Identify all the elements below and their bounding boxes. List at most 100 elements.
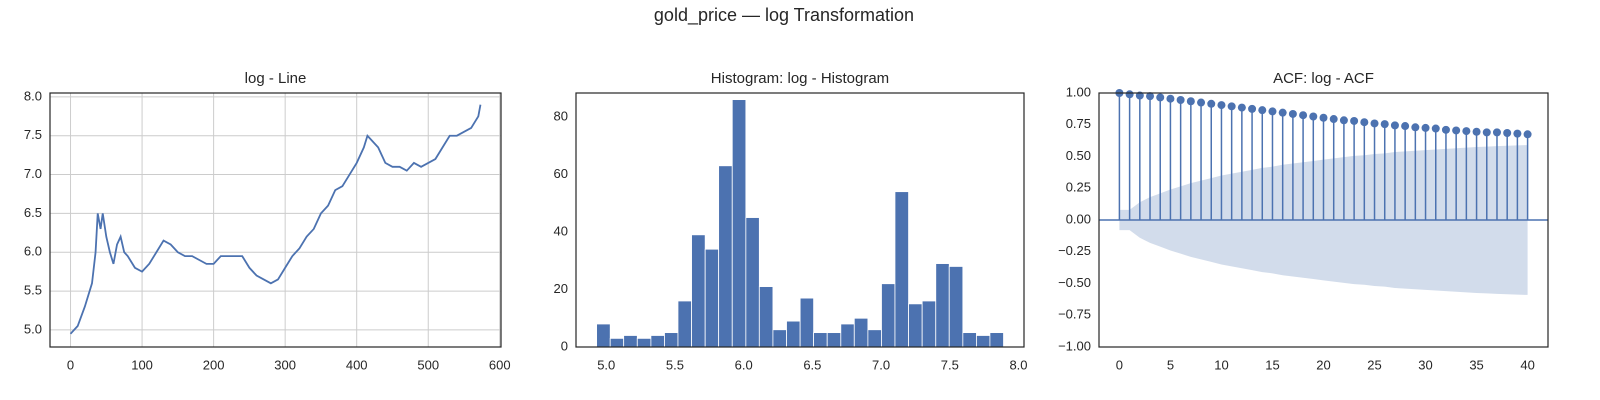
histogram-bar [718, 165, 733, 348]
histogram-bar [691, 234, 706, 348]
histogram-bar [772, 329, 787, 348]
histogram-bar [908, 303, 923, 348]
y-tick-label: 0.25 [1066, 180, 1091, 195]
x-tick-label: 200 [203, 357, 225, 372]
x-tick-label: 7.5 [941, 357, 959, 372]
x-tick-label: 6.5 [803, 357, 821, 372]
y-tick-label: 80 [554, 108, 568, 123]
stem-marker [1492, 128, 1501, 137]
stem-marker [1431, 124, 1440, 133]
stem-marker [1513, 129, 1522, 138]
stem-marker [1319, 113, 1328, 122]
x-tick-label: 5.5 [666, 357, 684, 372]
histogram-bar [881, 283, 896, 348]
histogram-bar [650, 335, 665, 348]
stem-marker [1350, 116, 1359, 125]
stem-marker [1360, 118, 1369, 127]
y-tick-label: 60 [554, 166, 568, 181]
x-tick-label: 500 [417, 357, 439, 372]
line-series [69, 104, 482, 335]
y-tick-label: 7.0 [24, 166, 42, 181]
histogram-bar [962, 332, 977, 348]
stem-marker [1390, 121, 1399, 130]
x-tick-label: 100 [131, 357, 153, 372]
stem-marker [1411, 123, 1420, 132]
stem-marker [1227, 102, 1236, 111]
stem-marker [1370, 119, 1379, 128]
panel-title: Histogram: log - Histogram [711, 70, 889, 87]
x-tick-label: 300 [274, 357, 296, 372]
stem-marker [1176, 95, 1185, 104]
x-tick-label: 40 [1520, 357, 1534, 372]
x-tick-label: 15 [1265, 357, 1279, 372]
stem-marker [1523, 130, 1532, 139]
histogram-bar [813, 332, 828, 348]
histogram-bar [853, 317, 869, 348]
stem-marker [1217, 101, 1226, 110]
y-tick-label: 0.75 [1066, 116, 1091, 131]
x-tick-label: 10 [1214, 357, 1228, 372]
histogram-bar [935, 263, 950, 348]
x-tick-label: 25 [1367, 357, 1381, 372]
x-tick-label: 30 [1418, 357, 1432, 372]
y-tick-label: 6.0 [24, 244, 42, 259]
y-tick-label: 40 [554, 223, 568, 238]
stem-marker [1268, 107, 1277, 116]
y-tick-label: −1.00 [1058, 338, 1091, 353]
stem-marker [1186, 97, 1195, 106]
panel-title: log - Line [245, 70, 307, 87]
stem-marker [1166, 94, 1175, 103]
histogram-bar [677, 300, 692, 348]
y-tick-label: 0.00 [1066, 211, 1091, 226]
axes-frame [1098, 92, 1549, 348]
stem-marker [1125, 90, 1134, 99]
y-tick-label: 7.5 [24, 127, 42, 142]
stem-marker [1503, 129, 1512, 138]
x-tick-label: 400 [346, 357, 368, 372]
stem-marker [1452, 126, 1461, 135]
y-tick-label: 5.0 [24, 321, 42, 336]
axes-frame [575, 92, 1025, 348]
x-tick-label: 20 [1316, 357, 1330, 372]
histogram-bar [921, 300, 937, 348]
stem-marker [1278, 108, 1287, 117]
histogram-bar [976, 335, 991, 348]
stem-marker [1401, 122, 1410, 131]
histogram-bar [596, 323, 611, 348]
stem-marker [1380, 120, 1389, 129]
x-tick-label: 0 [67, 357, 74, 372]
stem-marker [1237, 103, 1246, 112]
stem-marker [1421, 123, 1430, 132]
axes-frame [49, 92, 502, 348]
x-tick-label: 35 [1469, 357, 1483, 372]
y-tick-label: −0.75 [1058, 307, 1091, 322]
histogram-bar [948, 266, 964, 348]
x-tick-label: 7.0 [872, 357, 890, 372]
y-tick-label: 6.5 [24, 205, 42, 220]
y-tick-label: −0.50 [1058, 275, 1091, 290]
y-tick-label: 1.00 [1066, 84, 1091, 99]
stem-marker [1299, 111, 1308, 120]
stem-marker [1146, 92, 1155, 101]
histogram-bar [636, 337, 652, 348]
histogram-bar [731, 99, 747, 348]
stem-marker [1288, 109, 1297, 118]
y-tick-label: 0 [561, 338, 568, 353]
histogram-bar [745, 217, 760, 348]
y-tick-label: −0.25 [1058, 243, 1091, 258]
stem-marker [1339, 116, 1348, 125]
histogram-bar [609, 337, 625, 348]
histogram-bar [894, 191, 909, 348]
y-tick-label: 0.50 [1066, 148, 1091, 163]
y-tick-label: 20 [554, 281, 568, 296]
stem-marker [1472, 127, 1481, 136]
stem-marker [1309, 112, 1318, 121]
y-tick-label: 8.0 [24, 88, 42, 103]
histogram-bar [867, 329, 882, 348]
histogram-bar [664, 332, 679, 348]
x-tick-label: 600 [489, 357, 511, 372]
histogram-bar [704, 248, 720, 348]
figure-title: gold_price — log Transformation [654, 5, 914, 26]
x-tick-label: 5.0 [597, 357, 615, 372]
